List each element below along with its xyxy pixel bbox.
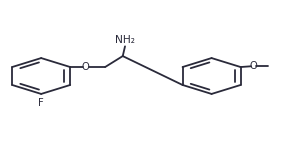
- Text: O: O: [250, 61, 257, 71]
- Text: O: O: [82, 62, 90, 72]
- Text: NH₂: NH₂: [115, 35, 135, 45]
- Text: F: F: [38, 98, 44, 108]
